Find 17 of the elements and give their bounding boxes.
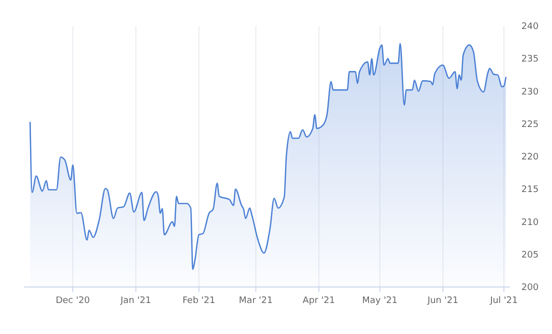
y-tick-label: 225 — [521, 120, 539, 130]
y-tick-label: 205 — [521, 250, 539, 260]
y-tick-label: 220 — [521, 152, 539, 162]
x-tick-label: Dec '20 — [56, 296, 90, 306]
x-tick-label: Mar '21 — [238, 296, 273, 306]
x-tick-label: Jan '21 — [120, 296, 152, 306]
y-tick-label: 235 — [521, 54, 539, 65]
y-tick-label: 215 — [521, 185, 539, 196]
x-tick-label: Jul '21 — [489, 296, 518, 306]
x-tick-label: May '21 — [362, 296, 398, 306]
x-tick-label: Apr '21 — [302, 296, 336, 306]
x-tick-label: Jun '21 — [426, 296, 458, 306]
y-tick-label: 210 — [521, 218, 539, 228]
y-tick-label: 240 — [521, 22, 539, 32]
y-tick-label: 200 — [521, 283, 539, 293]
x-tick-label: Feb '21 — [182, 296, 216, 306]
y-tick-label: 230 — [521, 87, 539, 98]
